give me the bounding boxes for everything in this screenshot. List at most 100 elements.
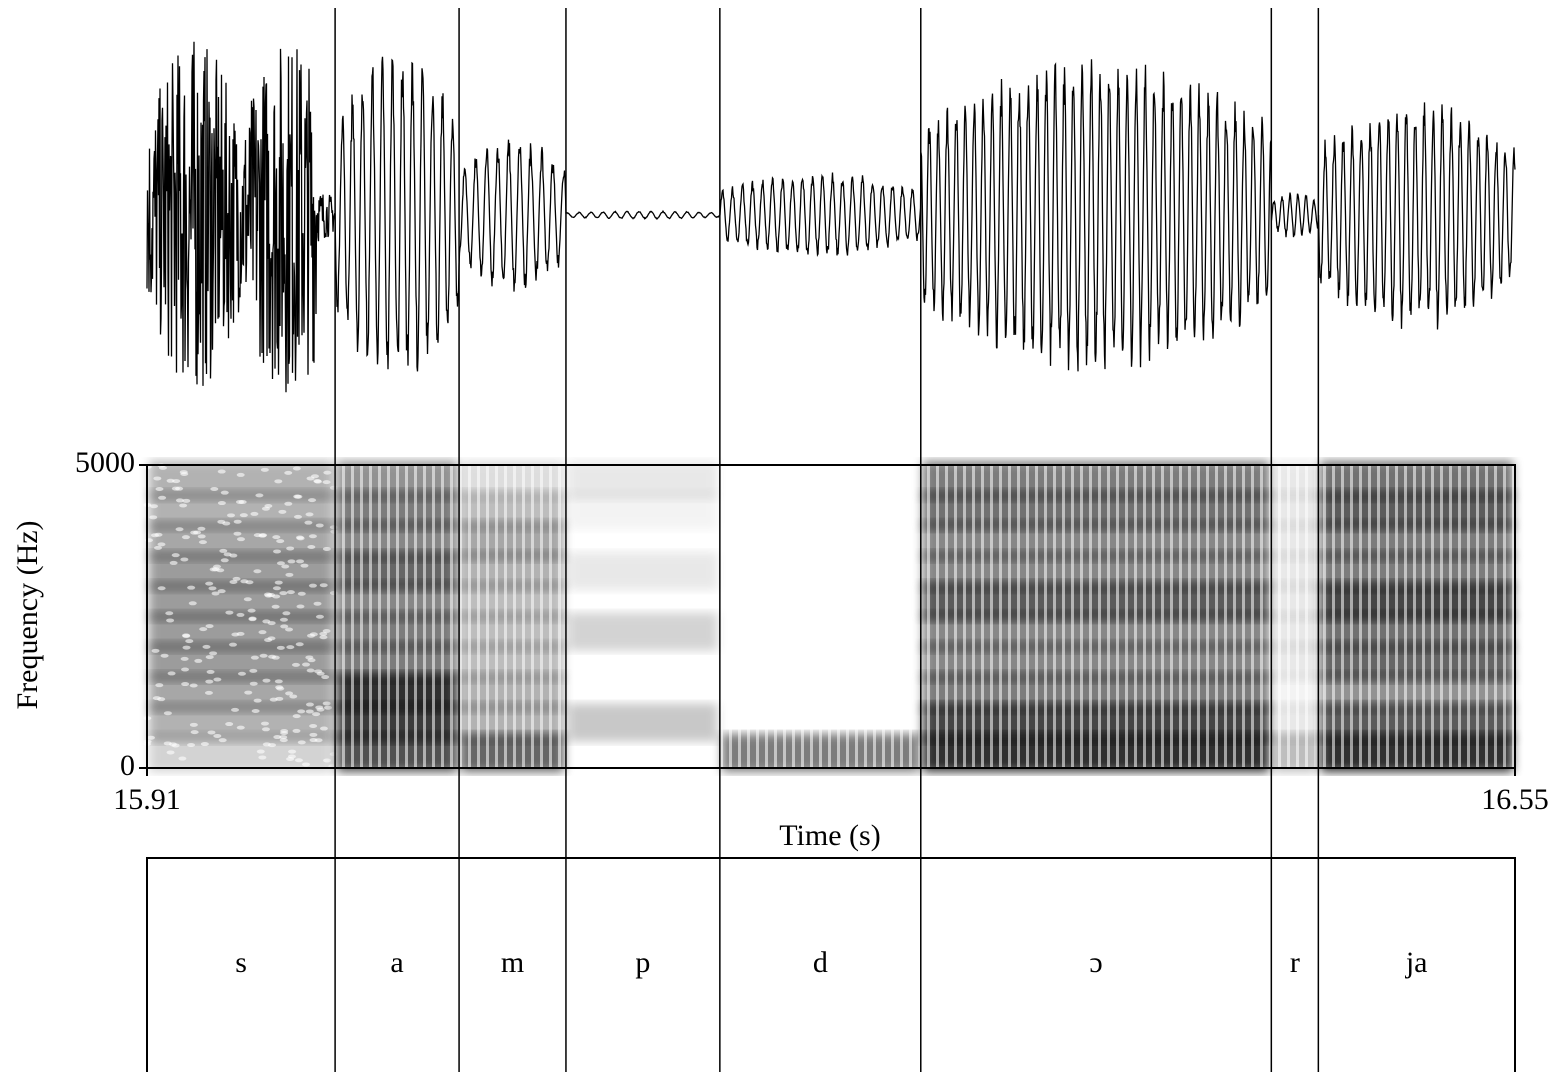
striation: [1318, 465, 1515, 768]
noise-speck: [254, 533, 262, 537]
noise-speck: [244, 691, 252, 695]
noise-speck: [272, 535, 280, 539]
segment-label: ɔ: [1089, 946, 1102, 979]
noise-speck: [278, 510, 286, 514]
noise-speck: [157, 542, 165, 546]
noise-speck: [298, 740, 306, 744]
noise-speck: [238, 672, 246, 676]
noise-speck: [296, 536, 304, 540]
noise-speck: [167, 750, 175, 754]
striation: [1271, 465, 1318, 768]
noise-speck: [152, 649, 160, 653]
noise-speck: [280, 618, 288, 622]
noise-speck: [300, 564, 308, 568]
noise-speck: [181, 682, 189, 686]
noise-speck: [323, 701, 331, 705]
noise-speck: [323, 758, 331, 762]
striation: [459, 465, 566, 768]
waveform: [147, 42, 1515, 392]
noise-speck: [164, 711, 172, 715]
segment-label: s: [235, 946, 247, 979]
noise-speck: [321, 675, 329, 679]
noise-speck: [225, 722, 233, 726]
noise-speck: [297, 709, 305, 713]
noise-speck: [157, 697, 165, 701]
noise-speck: [161, 654, 169, 658]
noise-speck: [178, 757, 186, 761]
noise-speck: [275, 685, 283, 689]
noise-speck: [168, 671, 176, 675]
noise-speck: [292, 663, 300, 667]
noise-speck: [227, 513, 235, 517]
noise-speck: [296, 642, 304, 646]
noise-speck: [274, 479, 282, 483]
noise-speck: [213, 677, 221, 681]
x-axis-label: Time (s): [779, 819, 880, 852]
noise-speck: [194, 659, 202, 663]
noise-speck: [287, 559, 295, 563]
noise-speck: [307, 634, 315, 638]
noise-speck: [286, 757, 294, 761]
y-axis-label: Frequency (Hz): [11, 520, 44, 709]
segment-label: p: [635, 946, 650, 979]
noise-speck: [181, 667, 189, 671]
noise-speck: [298, 592, 306, 596]
noise-speck: [288, 750, 296, 754]
noise-speck: [314, 669, 322, 673]
noise-speck: [282, 611, 290, 615]
noise-speck: [258, 630, 266, 634]
noise-speck: [261, 468, 269, 472]
noise-speck: [275, 679, 283, 683]
noise-speck: [284, 471, 292, 475]
noise-speck: [272, 605, 280, 609]
noise-speck: [306, 709, 314, 713]
noise-speck: [320, 583, 328, 587]
noise-speck: [258, 755, 266, 759]
noise-speck: [190, 723, 198, 727]
noise-speck: [309, 724, 317, 728]
noise-speck: [201, 742, 209, 746]
noise-speck: [286, 546, 294, 550]
noise-speck: [164, 741, 172, 745]
noise-speck: [309, 733, 317, 737]
noise-speck: [189, 601, 197, 605]
noise-speck: [308, 498, 316, 502]
noise-speck: [236, 613, 244, 617]
noise-speck: [205, 680, 213, 684]
noise-speck: [249, 669, 257, 673]
noise-speck: [255, 493, 263, 497]
noise-speck: [190, 531, 198, 535]
segment-label: r: [1290, 946, 1300, 979]
noise-speck: [183, 646, 191, 650]
noise-speck: [319, 635, 327, 639]
noise-speck: [229, 554, 237, 558]
noise-speck: [268, 621, 276, 625]
noise-speck: [323, 480, 331, 484]
noise-speck: [287, 590, 295, 594]
noise-speck: [316, 523, 324, 527]
noise-speck: [277, 561, 285, 565]
noise-speck: [231, 708, 239, 712]
noise-speck: [249, 617, 257, 621]
noise-speck: [286, 645, 294, 649]
noise-speck: [147, 736, 155, 740]
noise-speck: [180, 470, 188, 474]
noise-speck: [293, 467, 301, 471]
noise-speck: [267, 636, 275, 640]
noise-speck: [221, 491, 229, 495]
noise-speck: [187, 586, 195, 590]
noise-speck: [181, 657, 189, 661]
noise-speck: [306, 703, 314, 707]
noise-speck: [323, 629, 331, 633]
noise-speck: [312, 712, 320, 716]
y-tick-label: 0: [120, 749, 135, 782]
noise-speck: [240, 513, 248, 517]
noise-speck: [179, 503, 187, 507]
noise-speck: [253, 569, 261, 573]
noise-speck: [302, 762, 310, 766]
noise-speck: [199, 627, 207, 631]
noise-speck: [323, 547, 331, 551]
noise-speck: [225, 611, 233, 615]
noise-speck: [294, 495, 302, 499]
noise-speck: [219, 549, 227, 553]
